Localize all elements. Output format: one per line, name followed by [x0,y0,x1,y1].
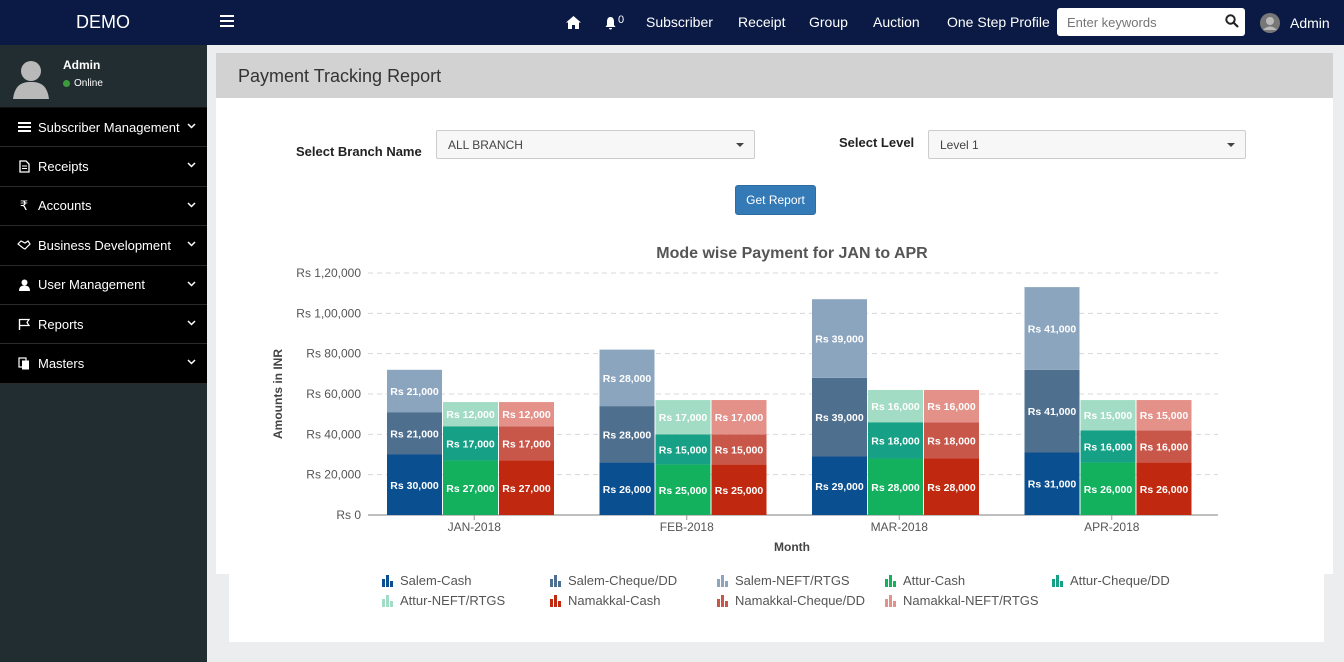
branch-select-value: ALL BRANCH [448,138,523,152]
sidebar-user-name: Admin [63,58,101,72]
sidebar-item-business-development[interactable]: Business Development [0,226,207,266]
rupee-icon: ₹ [19,197,29,213]
notification-count: 0 [618,13,625,26]
avatar [12,57,50,99]
legend-item[interactable]: Salem-Cheque/DD [550,573,677,588]
content-area: Payment Tracking Report Select Branch Na… [207,45,1344,662]
document-icon [17,160,31,173]
legend-label: Namakkal-Cheque/DD [735,593,866,608]
legend-item[interactable]: Attur-NEFT/RTGS [382,593,505,608]
status-badge: Online [63,78,103,89]
legend-label: Salem-Cheque/DD [568,573,678,588]
bar-chart-icon [1052,575,1063,587]
bar-chart-icon [382,575,393,587]
menu-toggle-icon[interactable] [220,15,234,29]
sidebar-item-label: Business Development [38,237,171,253]
nav-group[interactable]: Group [809,14,848,30]
legend-label: Attur-NEFT/RTGS [400,593,506,608]
get-report-button[interactable]: Get Report [735,185,816,215]
nav-auction[interactable]: Auction [873,14,920,30]
bell-icon [605,16,616,29]
caret-down-icon [1227,143,1235,147]
sidebar-item-accounts[interactable]: ₹ Accounts [0,187,207,227]
bar-chart-icon [550,575,561,587]
sidebar-item-reports[interactable]: Reports [0,305,207,345]
chevron-down-icon [187,162,196,168]
legend-item[interactable]: Salem-NEFT/RTGS [717,573,850,588]
legend-label: Attur-Cheque/DD [1070,573,1170,588]
box-body: Select Branch Name ALL BRANCH Select Lev… [216,98,1333,574]
legend-item[interactable]: Namakkal-Cheque/DD [717,593,865,608]
avatar-icon [1260,12,1280,33]
page-title: Payment Tracking Report [238,66,442,86]
sidebar-item-label: Reports [38,316,84,332]
list-icon [17,122,31,133]
search-icon[interactable] [1225,14,1239,28]
legend-label: Attur-Cash [903,573,966,588]
user-panel: Admin Online [0,45,207,108]
legend-panel [229,574,1324,642]
chevron-down-icon [187,359,196,365]
legend-item[interactable]: Namakkal-NEFT/RTGS [885,593,1039,608]
nav-subscriber[interactable]: Subscriber [646,14,713,30]
copy-icon [17,357,31,370]
sidebar-item-label: Masters [38,356,85,372]
top-navbar: DEMO 0 Subscriber Receipt Group Auction … [0,0,1344,45]
home-icon[interactable] [565,0,582,45]
sidebar-menu: Subscriber Management Receipts ₹ Account… [0,108,207,384]
notifications-button[interactable]: 0 [604,0,624,45]
legend-label: Salem-Cash [400,573,472,588]
search-input[interactable] [1057,8,1207,36]
level-label: Select Level [839,135,915,150]
branch-label: Select Branch Name [296,144,422,159]
legend-label: Namakkal-NEFT/RTGS [903,593,1039,608]
level-select[interactable]: Level 1 [928,130,1246,159]
user-name: Admin [1290,14,1330,31]
chevron-down-icon [187,202,196,208]
level-select-value: Level 1 [940,138,979,152]
bar-chart-icon [717,575,728,587]
sidebar-item-subscriber-management[interactable]: Subscriber Management [0,108,207,148]
legend-item[interactable]: Salem-Cash [382,573,472,588]
legend-label: Namakkal-Cash [568,593,661,608]
branch-select[interactable]: ALL BRANCH [436,130,755,159]
bar-chart-icon [550,595,561,607]
legend-item[interactable]: Attur-Cash [885,573,965,588]
sidebar-item-label: Receipts [38,159,89,175]
sidebar: Admin Online Subscriber Management Recei… [0,45,207,662]
sidebar-item-label: Accounts [38,198,92,214]
sidebar-item-label: User Management [38,277,145,293]
box-header: Payment Tracking Report [216,53,1333,98]
chevron-down-icon [187,241,196,247]
flag-icon [17,318,31,331]
user-icon [17,279,31,291]
user-menu[interactable]: Admin [1260,0,1330,45]
search-box [1057,8,1245,36]
chevron-down-icon [187,281,196,287]
handshake-icon [17,240,31,251]
bar-chart-icon [717,595,728,607]
legend-label: Salem-NEFT/RTGS [735,573,850,588]
legend-item[interactable]: Namakkal-Cash [550,593,660,608]
sidebar-item-label: Subscriber Management [38,119,180,135]
legend-item[interactable]: Attur-Cheque/DD [1052,573,1170,588]
brand-logo[interactable]: DEMO [76,12,130,32]
chevron-down-icon [187,123,196,129]
nav-receipt[interactable]: Receipt [738,14,786,30]
sidebar-item-masters[interactable]: Masters [0,344,207,384]
nav-one-step-profile[interactable]: One Step Profile [947,14,1050,30]
bar-chart-icon [382,595,393,607]
chevron-down-icon [187,320,196,326]
bar-chart-icon [885,575,896,587]
sidebar-item-user-management[interactable]: User Management [0,266,207,305]
bar-chart-icon [885,595,896,607]
caret-down-icon [736,143,744,147]
online-dot-icon [63,80,70,87]
sidebar-item-receipts[interactable]: Receipts [0,147,207,187]
